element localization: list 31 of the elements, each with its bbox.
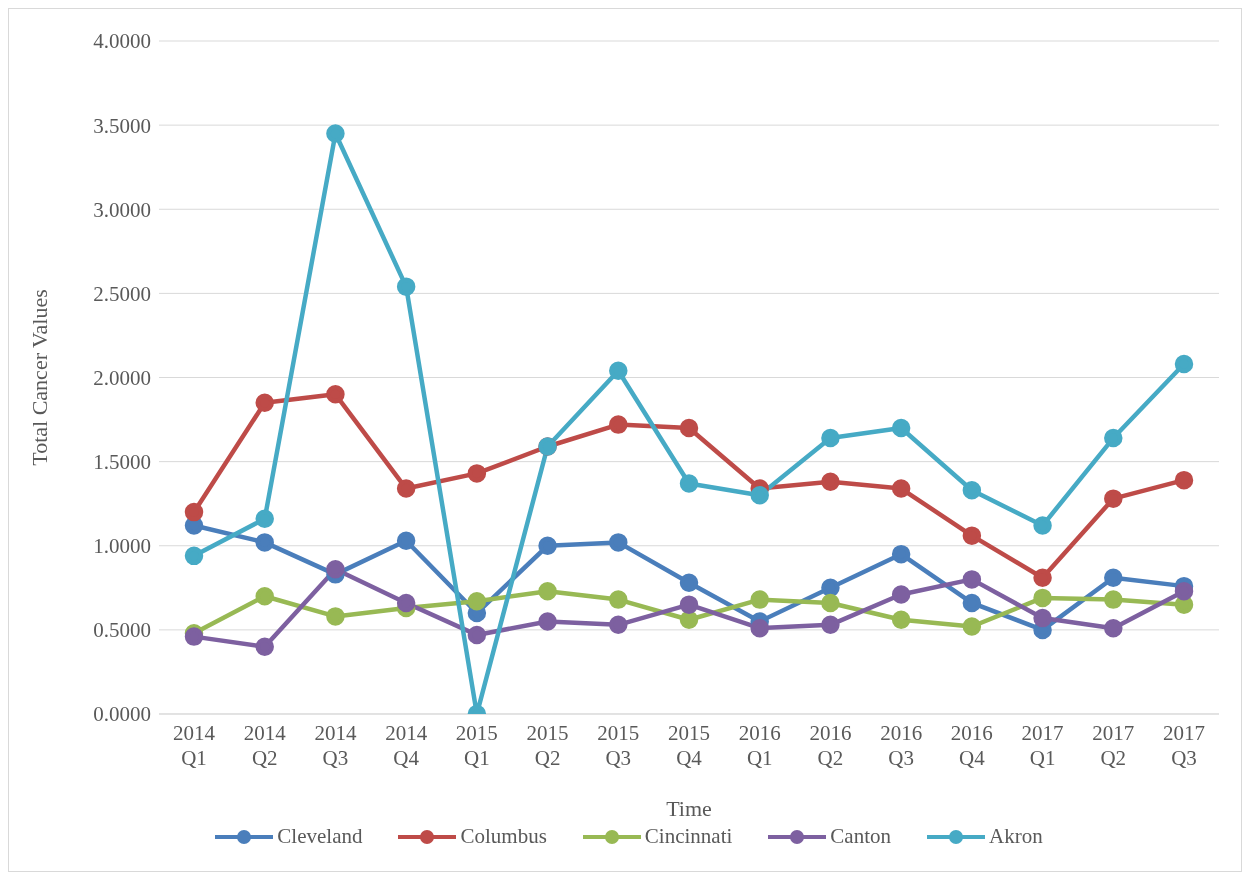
legend-label: Akron xyxy=(989,824,1043,849)
x-tick-label: 2017 Q3 xyxy=(1163,721,1205,770)
y-tick-label: 2.5000 xyxy=(93,281,151,306)
x-tick-label: 2015 Q1 xyxy=(455,721,498,770)
x-tick-label: 2016 Q2 xyxy=(809,721,852,770)
y-tick-label: 2.0000 xyxy=(93,365,151,390)
y-axis-title: Total Cancer Values xyxy=(26,289,52,466)
x-tick-label: 2015 Q2 xyxy=(526,721,569,770)
x-tick-label: 2015 Q4 xyxy=(668,721,710,770)
x-tick-label: 2014 Q4 xyxy=(385,721,428,770)
y-tick-label: 0.5000 xyxy=(93,618,151,643)
x-tick-label: 2014 Q2 xyxy=(243,721,287,770)
y-tick-label: 3.0000 xyxy=(93,197,151,222)
y-tick-label: 0.0000 xyxy=(93,702,151,727)
y-tick-label: 3.5000 xyxy=(93,113,151,138)
x-axis-title: Time xyxy=(666,796,712,821)
legend-label: Cincinnati xyxy=(644,824,733,849)
y-tick-label: 1.5000 xyxy=(93,450,151,475)
x-tick-label: 2017 Q1 xyxy=(1021,721,1064,770)
x-tick-label: 2016 Q3 xyxy=(880,721,923,770)
y-tick-label: 4.0000 xyxy=(93,29,151,54)
x-tick-label: 2015 Q3 xyxy=(597,721,640,770)
y-tick-label: 1.0000 xyxy=(93,534,151,559)
x-tick-label: 2016 Q4 xyxy=(950,721,993,770)
legend-label: Columbus xyxy=(460,824,547,849)
x-tick-label: 2017 Q2 xyxy=(1092,721,1135,770)
legend-label: Canton xyxy=(830,824,891,849)
x-tick-label: 2014 Q3 xyxy=(314,721,357,770)
x-tick-label: 2016 Q1 xyxy=(738,721,781,770)
x-tick-label: 2014 Q1 xyxy=(173,721,216,770)
legend-label: Cleveland xyxy=(277,824,363,849)
